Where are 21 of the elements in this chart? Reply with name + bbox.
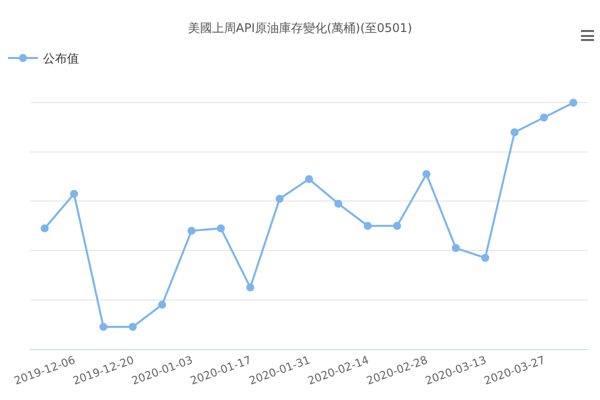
point — [216, 224, 225, 232]
point — [569, 98, 578, 107]
point — [481, 254, 490, 262]
point — [364, 222, 372, 230]
point — [305, 175, 313, 184]
point — [158, 300, 166, 309]
point — [452, 244, 460, 252]
point — [334, 200, 342, 208]
point — [422, 170, 430, 178]
point — [246, 283, 254, 292]
chart-title: 美國上周API原油庫存變化(萬桶)(至0501) — [188, 21, 412, 36]
legend-label: 公布值 — [43, 52, 79, 66]
point — [128, 322, 137, 331]
point — [188, 226, 196, 235]
point — [510, 128, 519, 136]
point — [393, 222, 402, 230]
point — [276, 194, 284, 203]
point — [99, 322, 108, 331]
point — [40, 224, 49, 232]
point — [540, 114, 548, 122]
point — [70, 190, 78, 198]
